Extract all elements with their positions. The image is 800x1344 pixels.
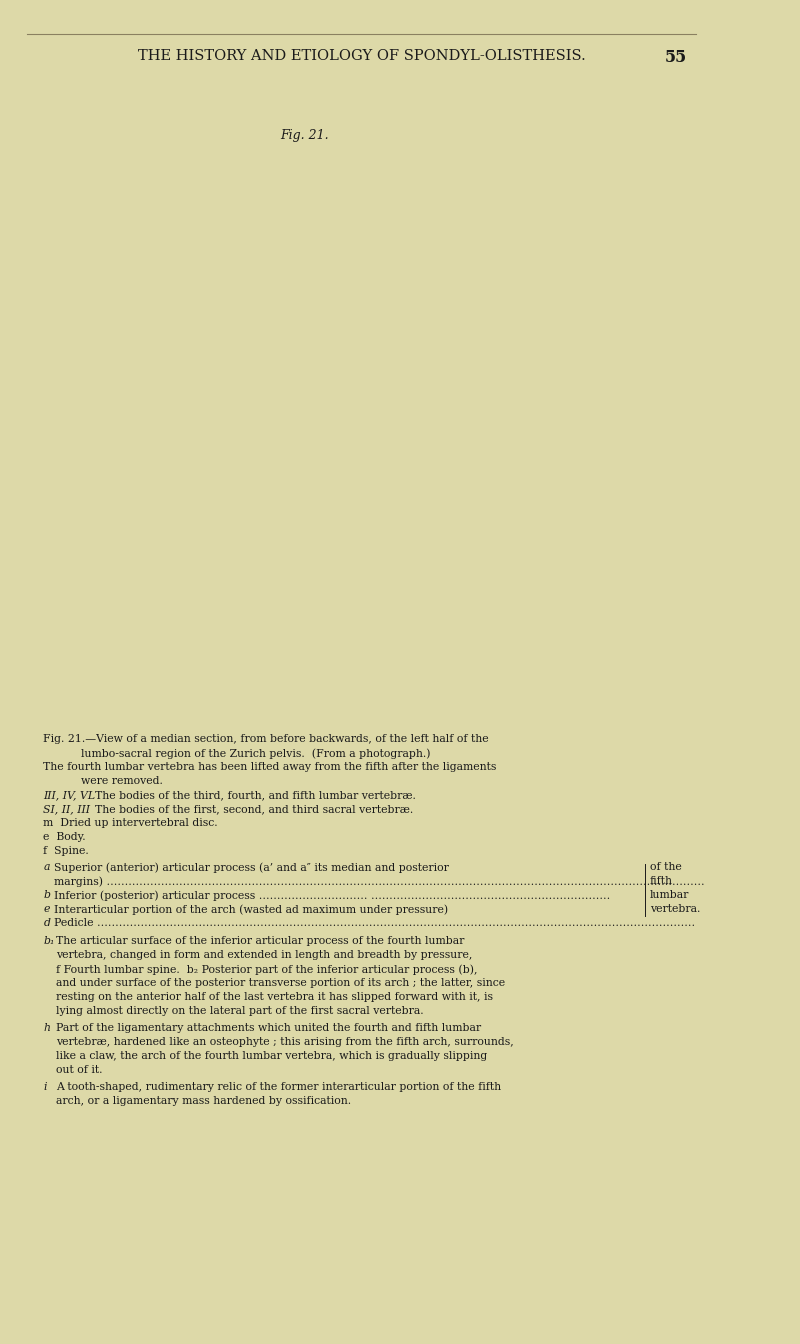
- Text: of the: of the: [650, 862, 682, 872]
- Text: f  Spine.: f Spine.: [43, 845, 89, 856]
- Text: fifth: fifth: [650, 876, 673, 886]
- Text: THE HISTORY AND ETIOLOGY OF SPONDYL-OLISTHESIS.: THE HISTORY AND ETIOLOGY OF SPONDYL-OLIS…: [138, 48, 586, 63]
- Text: lumbar: lumbar: [650, 890, 689, 900]
- Text: A tooth-shaped, rudimentary relic of the former interarticular portion of the fi: A tooth-shaped, rudimentary relic of the…: [56, 1082, 501, 1091]
- Text: margins) …………………………………………………………………………………………………………………………………………………: margins) ……………………………………………………………………………………: [54, 876, 705, 887]
- Text: lying almost directly on the lateral part of the first sacral vertebra.: lying almost directly on the lateral par…: [56, 1007, 424, 1016]
- Text: resting on the anterior half of the last vertebra it has slipped forward with it: resting on the anterior half of the last…: [56, 992, 493, 1003]
- Text: b: b: [43, 890, 50, 900]
- Text: b₁: b₁: [43, 935, 54, 946]
- Text: The bodies of the third, fourth, and fifth lumbar vertebræ.: The bodies of the third, fourth, and fif…: [88, 790, 416, 800]
- Text: Inferior (posterior) articular process ………………………… …………………………………………………………: Inferior (posterior) articular process ……: [54, 890, 610, 900]
- Text: The bodies of the first, second, and third sacral vertebræ.: The bodies of the first, second, and thi…: [88, 804, 414, 814]
- Text: arch, or a ligamentary mass hardened by ossification.: arch, or a ligamentary mass hardened by …: [56, 1095, 351, 1106]
- Text: Part of the ligamentary attachments which united the fourth and fifth lumbar: Part of the ligamentary attachments whic…: [56, 1023, 481, 1034]
- Text: Interarticular portion of the arch (wasted ad maximum under pressure): Interarticular portion of the arch (wast…: [54, 905, 448, 914]
- Text: d: d: [43, 918, 50, 927]
- Text: like a claw, the arch of the fourth lumbar vertebra, which is gradually slipping: like a claw, the arch of the fourth lumb…: [56, 1051, 487, 1060]
- Text: The articular surface of the inferior articular process of the fourth lumbar: The articular surface of the inferior ar…: [56, 935, 464, 946]
- Text: SI, II, III: SI, II, III: [43, 804, 90, 814]
- Text: vertebræ, hardened like an osteophyte ; this arising from the fifth arch, surrou: vertebræ, hardened like an osteophyte ; …: [56, 1038, 514, 1047]
- Text: out of it.: out of it.: [56, 1064, 102, 1075]
- Text: were removed.: were removed.: [82, 775, 163, 786]
- Text: Superior (anterior) articular process (a’ and a″ its median and posterior: Superior (anterior) articular process (a…: [54, 862, 449, 872]
- Text: Fig. 21.: Fig. 21.: [280, 129, 329, 142]
- Text: e  Body.: e Body.: [43, 832, 86, 841]
- Bar: [82, 114, 642, 728]
- Text: vertebra.: vertebra.: [650, 905, 700, 914]
- Text: Pedicle …………………………………………………………………………………………………………………………………………………: Pedicle ………………………………………………………………………………………: [54, 918, 695, 927]
- Text: III, IV, VL: III, IV, VL: [43, 790, 95, 800]
- Text: 55: 55: [665, 48, 686, 66]
- Text: The fourth lumbar vertebra has been lifted away from the fifth after the ligamen: The fourth lumbar vertebra has been lift…: [43, 762, 497, 771]
- Text: e: e: [43, 905, 50, 914]
- Text: m  Dried up intervertebral disc.: m Dried up intervertebral disc.: [43, 818, 218, 828]
- Text: Fig. 21.—View of a median section, from before backwards, of the left half of th: Fig. 21.—View of a median section, from …: [43, 734, 489, 745]
- Text: and under surface of the posterior transverse portion of its arch ; the latter, : and under surface of the posterior trans…: [56, 978, 505, 988]
- Text: i: i: [43, 1082, 47, 1091]
- Text: vertebra, changed in form and extended in length and breadth by pressure,: vertebra, changed in form and extended i…: [56, 950, 472, 960]
- Text: a: a: [43, 862, 50, 872]
- Text: h: h: [43, 1023, 50, 1034]
- Text: f Fourth lumbar spine.  b₂ Posterior part of the inferior articular process (b),: f Fourth lumbar spine. b₂ Posterior part…: [56, 964, 478, 974]
- Text: lumbo-sacral region of the Zurich pelvis.  (From a photograph.): lumbo-sacral region of the Zurich pelvis…: [82, 749, 431, 758]
